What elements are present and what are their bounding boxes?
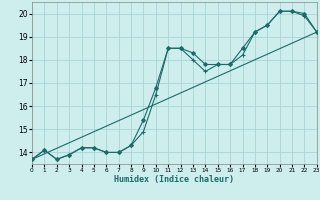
X-axis label: Humidex (Indice chaleur): Humidex (Indice chaleur) (115, 175, 234, 184)
